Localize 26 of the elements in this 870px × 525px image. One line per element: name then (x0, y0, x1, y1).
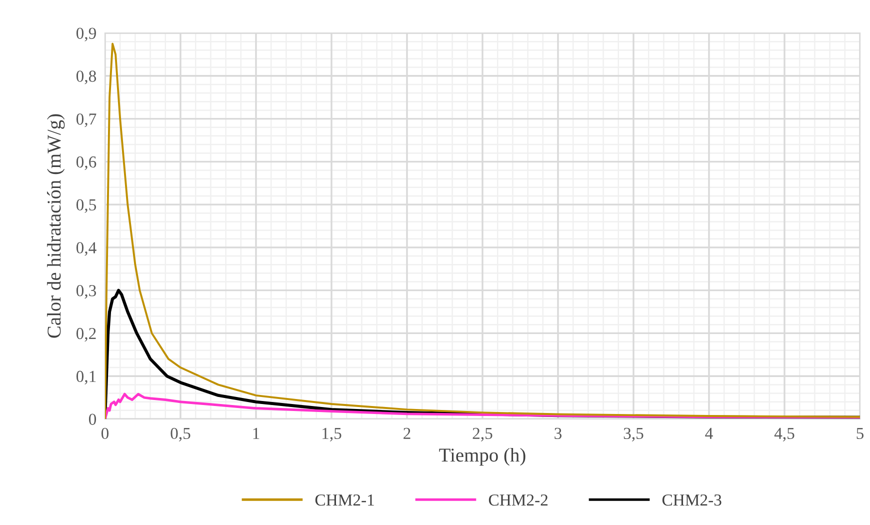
x-tick-label: 4,5 (774, 428, 794, 442)
x-tick-label: 0,5 (170, 428, 190, 442)
x-tick-label: 5 (856, 428, 864, 440)
y-tick-label: 0,1 (76, 370, 96, 384)
y-tick-label: 0 (88, 414, 96, 425)
x-tick-label: 0 (101, 428, 109, 440)
x-tick-label: 1 (253, 428, 260, 439)
y-tick-label: 0,8 (76, 70, 96, 84)
x-axis-title: Tiempo (h) (439, 448, 526, 466)
legend-label: CHM2-3 (662, 494, 722, 506)
y-tick-label: 0,6 (76, 156, 96, 170)
x-tick-label: 1,5 (322, 428, 342, 442)
y-tick-label: 0,4 (76, 242, 96, 256)
legend-label: CHM2-2 (488, 494, 548, 506)
x-tick-label: 4 (705, 428, 713, 439)
y-tick-label: 0,5 (76, 199, 96, 213)
legend-label: CHM2-1 (315, 494, 374, 506)
x-tick-label: 3 (554, 428, 562, 440)
y-axis-title: Calor de hidratación (mW/g) (47, 114, 65, 338)
x-tick-label: 2,5 (472, 428, 492, 442)
x-tick-label: 3,5 (624, 428, 644, 442)
y-tick-label: 0,3 (76, 285, 96, 299)
y-tick-label: 0,9 (76, 28, 96, 42)
y-tick-label: 0,7 (76, 113, 96, 128)
x-tick-label: 2 (404, 428, 410, 439)
y-tick-label: 0,2 (76, 328, 96, 342)
